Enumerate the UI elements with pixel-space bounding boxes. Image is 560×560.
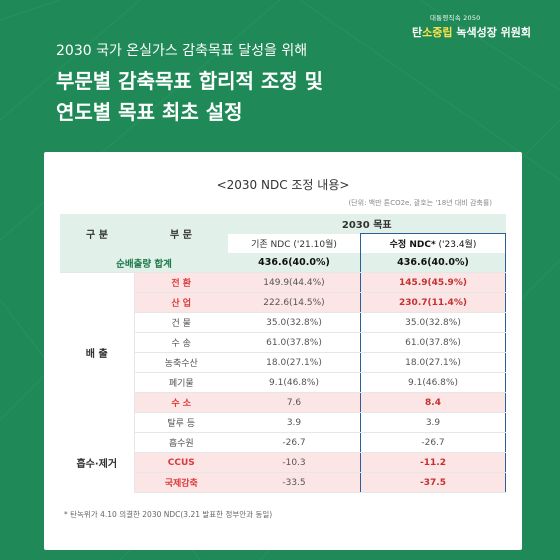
header-target: 2030 목표	[228, 214, 506, 234]
row-old: 7.6	[228, 392, 361, 413]
row-old: 9.1(46.8%)	[228, 372, 361, 393]
row-old: 18.0(27.1%)	[228, 352, 361, 373]
logo-caption: 대통령직속 2050	[430, 14, 481, 22]
header-old-ndc: 기존 NDC ('21.10월)	[228, 233, 361, 253]
row-category: 농축수산	[134, 352, 228, 373]
logo-suffix: 녹색성장 위원회	[452, 26, 531, 39]
row-old: 61.0(37.8%)	[228, 332, 361, 353]
logo-highlight: 소중립	[422, 26, 453, 39]
logo-prefix: 탄	[412, 26, 423, 39]
row-category: 폐기물	[134, 372, 228, 393]
table-row: 배 출 전 환 149.9(44.4%) 145.9(45.9%)	[60, 272, 506, 433]
table-row: 국제감축 -33.5 -37.5	[60, 472, 506, 493]
table-row: 농축수산 18.0(27.1%) 18.0(27.1%)	[60, 352, 506, 373]
total-old: 436.6(40.0%)	[228, 253, 361, 273]
row-category: CCUS	[134, 452, 228, 473]
group-absorb: 흡수·제거	[60, 432, 135, 493]
unit-note: (단위: 백만 톤CO2e, 괄호는 '18년 대비 감축률)	[348, 199, 492, 207]
footnote: * 탄녹위가 4.10 의결한 2030 NDC(3.21 발표한 정부안과 동…	[64, 510, 273, 519]
page-title-line2: 연도별 목표 최초 설정	[56, 100, 243, 124]
row-new: 9.1(46.8%)	[360, 372, 506, 393]
row-category: 전 환	[134, 272, 228, 293]
row-new: 145.9(45.9%)	[360, 272, 506, 293]
row-category: 수 송	[134, 332, 228, 353]
row-new: 61.0(37.8%)	[360, 332, 506, 353]
table-row: 탈루 등 3.9 3.9	[60, 412, 506, 433]
row-new: 35.0(32.8%)	[360, 312, 506, 333]
total-label: 순배출량 합계	[60, 253, 228, 273]
header-group: 구 분	[60, 214, 134, 253]
row-new: -37.5	[360, 472, 506, 493]
row-category: 수 소	[134, 392, 228, 413]
table-row: CCUS -10.3 -11.2	[60, 452, 506, 473]
row-category: 흡수원	[134, 432, 228, 453]
total-row: 순배출량 합계 436.6(40.0%) 436.6(40.0%)	[60, 253, 506, 273]
total-new: 436.6(40.0%)	[360, 253, 506, 273]
row-old: -33.5	[228, 472, 361, 493]
row-category: 산 업	[134, 292, 228, 313]
table-row: 건 물 35.0(32.8%) 35.0(32.8%)	[60, 312, 506, 333]
header-category: 부 문	[134, 214, 228, 253]
ndc-table: 구 분 부 문 2030 목표 기존 NDC ('21.10월) 수정 NDC*…	[60, 214, 506, 493]
ndc-card: <2030 NDC 조정 내용> (단위: 백만 톤CO2e, 괄호는 '18년…	[44, 152, 522, 550]
row-old: 222.6(14.5%)	[228, 292, 361, 313]
row-old: 3.9	[228, 412, 361, 433]
row-old: 149.9(44.4%)	[228, 272, 361, 293]
table-row: 수 송 61.0(37.8%) 61.0(37.8%)	[60, 332, 506, 353]
committee-logo: 대통령직속 2050 탄소중립 녹색성장 위원회	[412, 12, 538, 48]
page-subtitle: 2030 국가 온실가스 감축목표 달성을 위해	[56, 43, 308, 59]
row-old: -26.7	[228, 432, 361, 453]
header-new-main: 수정 NDC*	[389, 240, 436, 250]
row-old: 35.0(32.8%)	[228, 312, 361, 333]
row-old: -10.3	[228, 452, 361, 473]
row-new: 18.0(27.1%)	[360, 352, 506, 373]
row-new: -11.2	[360, 452, 506, 473]
group-emission: 배 출	[60, 272, 135, 433]
header-new-ndc: 수정 NDC* ('23.4월)	[360, 233, 506, 253]
row-new: 3.9	[360, 412, 506, 433]
row-category: 국제감축	[134, 472, 228, 493]
row-new: 8.4	[360, 392, 506, 413]
page-title: 부문별 감축목표 합리적 조정 및 연도별 목표 최초 설정	[56, 66, 516, 128]
row-category: 건 물	[134, 312, 228, 333]
header-new-sub: ('23.4월)	[435, 240, 477, 250]
card-title: <2030 NDC 조정 내용>	[216, 178, 350, 192]
table-row: 산 업 222.6(14.5%) 230.7(11.4%)	[60, 292, 506, 313]
table-row: 폐기물 9.1(46.8%) 9.1(46.8%)	[60, 372, 506, 393]
table-row: 흡수·제거 흡수원 -26.7 -26.7	[60, 432, 506, 493]
row-new: -26.7	[360, 432, 506, 453]
row-category: 탈루 등	[134, 412, 228, 433]
table-row: 수 소 7.6 8.4	[60, 392, 506, 413]
logo-name: 탄소중립 녹색성장 위원회	[412, 24, 538, 40]
row-new: 230.7(11.4%)	[360, 292, 506, 313]
page-title-line1: 부문별 감축목표 합리적 조정 및	[56, 69, 324, 93]
